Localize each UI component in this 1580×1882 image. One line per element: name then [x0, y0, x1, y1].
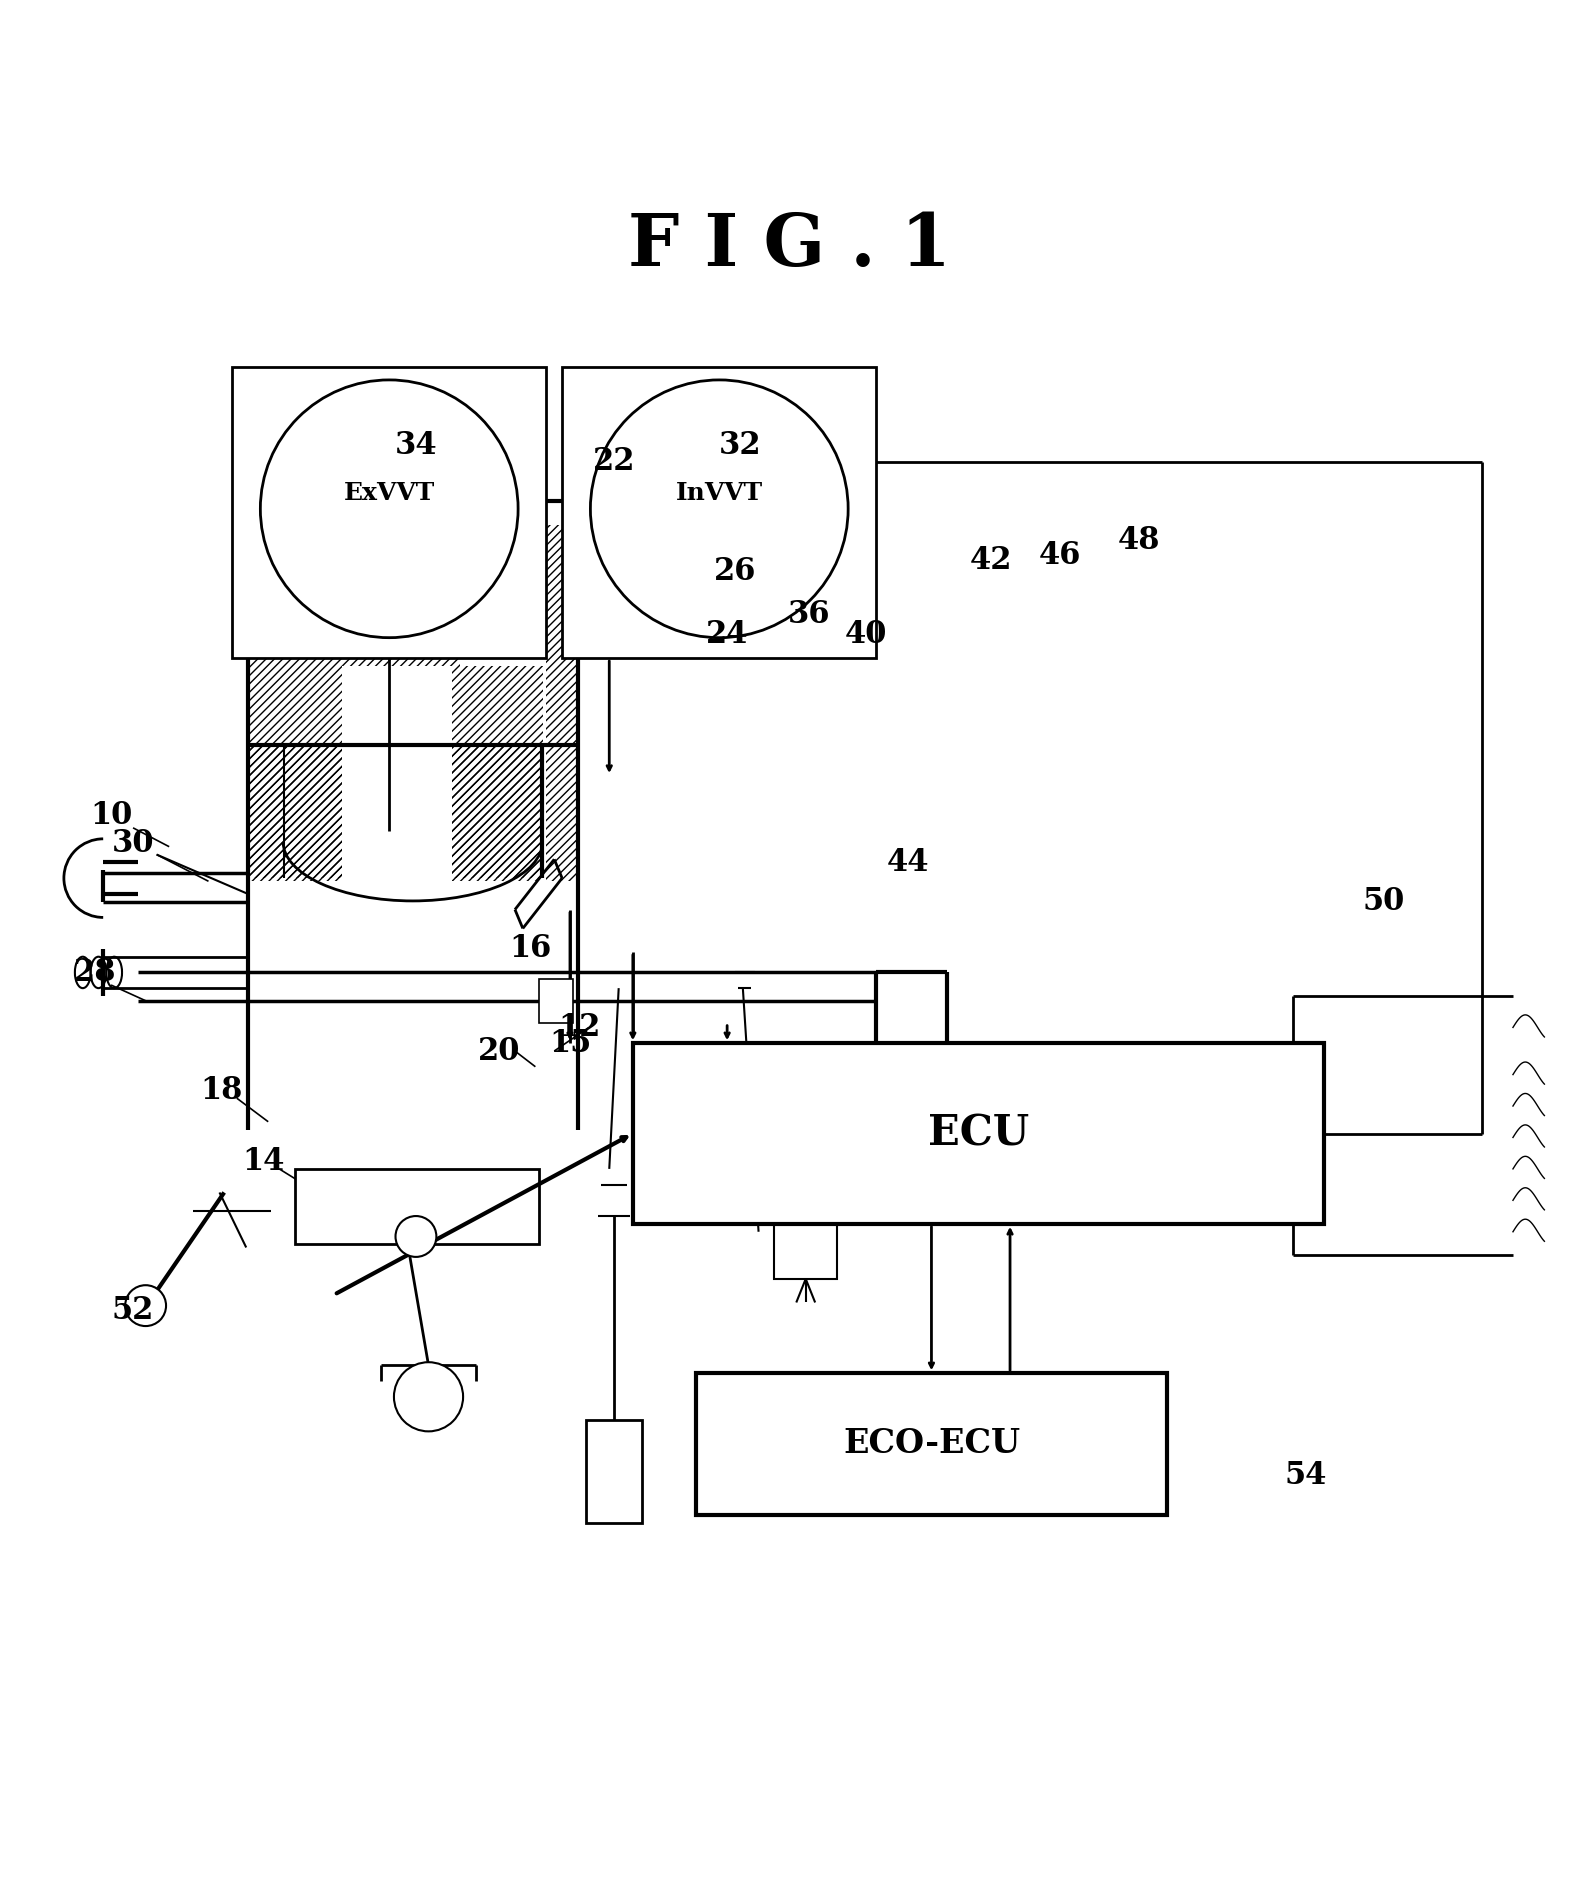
Text: ECU: ECU	[927, 1112, 1029, 1154]
Text: 30: 30	[112, 828, 155, 858]
Text: 48: 48	[1117, 525, 1160, 555]
Text: ExVVT: ExVVT	[343, 482, 435, 506]
Text: 36: 36	[787, 598, 830, 630]
Text: 12: 12	[558, 1013, 600, 1043]
Text: 14: 14	[242, 1146, 284, 1176]
Text: 26: 26	[714, 557, 757, 587]
Bar	[774, 1193, 837, 1280]
Bar	[634, 1043, 1324, 1223]
Text: 18: 18	[199, 1075, 242, 1107]
Bar	[248, 525, 460, 666]
Bar	[1022, 1105, 1041, 1148]
Circle shape	[125, 1285, 166, 1327]
Text: 28: 28	[74, 956, 117, 988]
Circle shape	[261, 380, 518, 638]
Circle shape	[591, 380, 848, 638]
Text: 22: 22	[592, 446, 635, 478]
Bar	[586, 1421, 641, 1523]
Bar	[547, 666, 578, 881]
Text: 16: 16	[509, 933, 551, 964]
Bar	[452, 666, 544, 881]
Text: 44: 44	[886, 847, 929, 877]
Text: 24: 24	[706, 619, 749, 649]
Text: 50: 50	[1364, 886, 1405, 917]
Text: 54: 54	[1285, 1460, 1327, 1491]
Text: 42: 42	[970, 546, 1013, 576]
Bar	[695, 1374, 1168, 1515]
Text: 15: 15	[548, 1028, 591, 1060]
Circle shape	[395, 1216, 436, 1257]
Text: 20: 20	[479, 1035, 520, 1067]
Text: InVVT: InVVT	[676, 482, 763, 506]
Bar	[547, 525, 578, 666]
Text: ECO-ECU: ECO-ECU	[842, 1427, 1021, 1460]
Bar	[562, 367, 877, 659]
Text: 40: 40	[844, 619, 886, 649]
Text: 46: 46	[1040, 540, 1082, 572]
Bar	[295, 1169, 539, 1244]
Bar	[248, 745, 343, 879]
Text: 52: 52	[112, 1295, 155, 1325]
Text: 10: 10	[90, 800, 133, 830]
Bar	[232, 367, 547, 659]
Text: F I G . 1: F I G . 1	[629, 211, 951, 280]
Bar	[248, 666, 343, 881]
Text: 34: 34	[395, 431, 438, 461]
Circle shape	[393, 1363, 463, 1432]
Bar	[539, 979, 574, 1022]
Bar	[452, 745, 542, 879]
Text: 32: 32	[719, 431, 762, 461]
